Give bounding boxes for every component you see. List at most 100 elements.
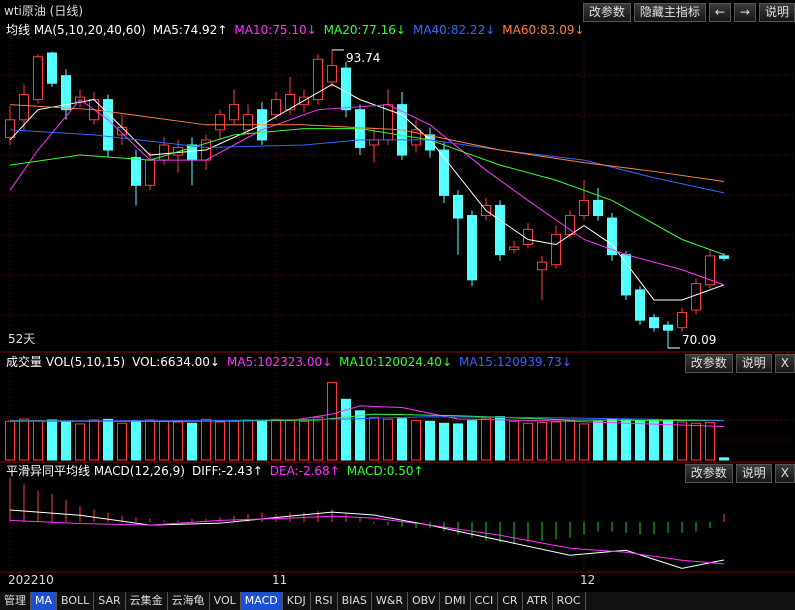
- volume-bar: [341, 398, 351, 461]
- vol-ma-line: [9, 413, 725, 422]
- volume-bar: [61, 420, 71, 461]
- candle-body: [145, 159, 155, 186]
- indicator-tab[interactable]: ROC: [553, 592, 586, 610]
- candle-body: [215, 114, 225, 131]
- legend-value: VOL:6634.00↓: [132, 355, 220, 369]
- legend-title: 平滑异同平均线 MACD(12,26,9): [6, 464, 185, 478]
- volume-bar: [593, 420, 603, 461]
- candle-body: [47, 52, 57, 84]
- toolbar-button[interactable]: ←: [708, 3, 731, 22]
- candle-body: [453, 194, 463, 219]
- indicator-tab[interactable]: BIAS: [338, 592, 372, 610]
- ma-line: [9, 128, 725, 256]
- toolbar-button[interactable]: 说明: [758, 3, 795, 22]
- candle-body: [327, 65, 337, 83]
- indicator-tab[interactable]: VOL: [210, 592, 241, 610]
- volume-bar: [481, 417, 491, 461]
- volume-bar: [229, 420, 239, 461]
- volume-bar: [411, 420, 421, 461]
- indicator-tab[interactable]: 云海龟: [168, 592, 210, 610]
- volume-bar: [355, 410, 365, 461]
- candle-body: [565, 215, 575, 235]
- legend-title: 成交量 VOL(5,10,15): [6, 355, 126, 369]
- indicator-tab[interactable]: BOLL: [57, 592, 95, 610]
- x-tick-label: 202210: [8, 573, 54, 587]
- volume-bar: [677, 421, 687, 461]
- indicator-tab[interactable]: CCI: [471, 592, 499, 610]
- volume-bar: [607, 418, 617, 461]
- panel-button[interactable]: 改参数: [684, 464, 733, 483]
- vol-legend: 成交量 VOL(5,10,15) VOL:6634.00↓ MA5:102323.0…: [6, 354, 572, 370]
- indicator-tab[interactable]: 云集金: [126, 592, 168, 610]
- candle-body: [33, 56, 43, 101]
- volume-bar: [257, 420, 267, 461]
- ma-legend: 均线 MA(5,10,20,40,60) MA5:74.92↑ MA10:75.10…: [6, 22, 585, 38]
- candle-body: [719, 255, 729, 259]
- indicator-tab[interactable]: W&R: [372, 592, 408, 610]
- volume-bar: [537, 422, 547, 461]
- volume-bar: [467, 420, 477, 461]
- panel-button[interactable]: 说明: [735, 464, 772, 483]
- toolbar: 改参数 隐藏主指标 ← → 说明: [582, 3, 795, 22]
- candle-body: [621, 254, 631, 296]
- volume-bar: [453, 423, 463, 461]
- volume-bar: [215, 421, 225, 461]
- candle-body: [649, 317, 659, 329]
- volume-bar: [327, 382, 337, 461]
- window-title: wti原油 (日线): [4, 4, 84, 18]
- volume-bar: [145, 419, 155, 461]
- volume-bar: [201, 418, 211, 461]
- ma-line: [9, 83, 725, 301]
- candle-body: [509, 246, 519, 251]
- volume-bar: [495, 416, 505, 461]
- indicator-tabs: 管理 MA BOLL SAR 云集金 云海龟 VOL MACD KDJ RSI BIAS W&R OBV…: [0, 592, 795, 610]
- volume-bar: [299, 420, 309, 461]
- candle-body: [229, 104, 239, 121]
- legend-entry: MA10:75.10↓: [234, 23, 317, 37]
- volume-bar: [509, 420, 519, 461]
- panel-button[interactable]: X: [774, 354, 795, 373]
- volume-bar: [621, 419, 631, 461]
- candle-body: [313, 58, 323, 101]
- legend-entry: MA40:82.22↓: [412, 23, 496, 37]
- volume-bar: [369, 416, 379, 461]
- legend-entry: MA20:77.16↓: [323, 23, 406, 37]
- candle-body: [607, 217, 617, 256]
- indicator-tab[interactable]: CR: [498, 592, 523, 610]
- candle-body: [5, 119, 15, 138]
- indicator-tab[interactable]: MACD: [240, 592, 283, 610]
- volume-bar: [439, 422, 449, 461]
- volume-bar: [635, 420, 645, 461]
- candle-body: [635, 289, 645, 321]
- indicator-tab[interactable]: DMI: [440, 592, 471, 610]
- volume-bar: [131, 420, 141, 461]
- candle-body: [425, 134, 435, 151]
- indicator-tab[interactable]: 管理: [0, 592, 31, 610]
- volume-bar: [663, 420, 673, 461]
- panel-button[interactable]: X: [774, 464, 795, 483]
- panel-button[interactable]: 改参数: [684, 354, 733, 373]
- indicator-tab[interactable]: OBV: [408, 592, 441, 610]
- indicator-tab[interactable]: MA: [31, 592, 58, 610]
- macd-toolbar: 改参数 说明 X: [684, 464, 795, 483]
- volume-bar: [47, 419, 57, 461]
- indicator-tab[interactable]: ATR: [523, 592, 553, 610]
- volume-bar: [19, 418, 29, 461]
- toolbar-button[interactable]: →: [733, 3, 756, 22]
- candle-body: [537, 261, 547, 271]
- panel-button[interactable]: 说明: [735, 354, 772, 373]
- candle-body: [439, 149, 449, 196]
- volume-bar: [173, 421, 183, 461]
- candle-body: [593, 199, 603, 217]
- toolbar-button[interactable]: 隐藏主指标: [633, 3, 706, 22]
- volume-bar: [271, 418, 281, 461]
- indicator-tab[interactable]: KDJ: [283, 592, 311, 610]
- candle-body: [369, 139, 379, 146]
- legend-entry: MA5:74.92↑: [152, 23, 228, 37]
- indicator-tab[interactable]: SAR: [94, 592, 126, 610]
- volume-bar: [719, 457, 729, 461]
- candle-body: [285, 94, 295, 111]
- toolbar-button[interactable]: 改参数: [582, 3, 631, 22]
- indicator-tab[interactable]: RSI: [311, 592, 338, 610]
